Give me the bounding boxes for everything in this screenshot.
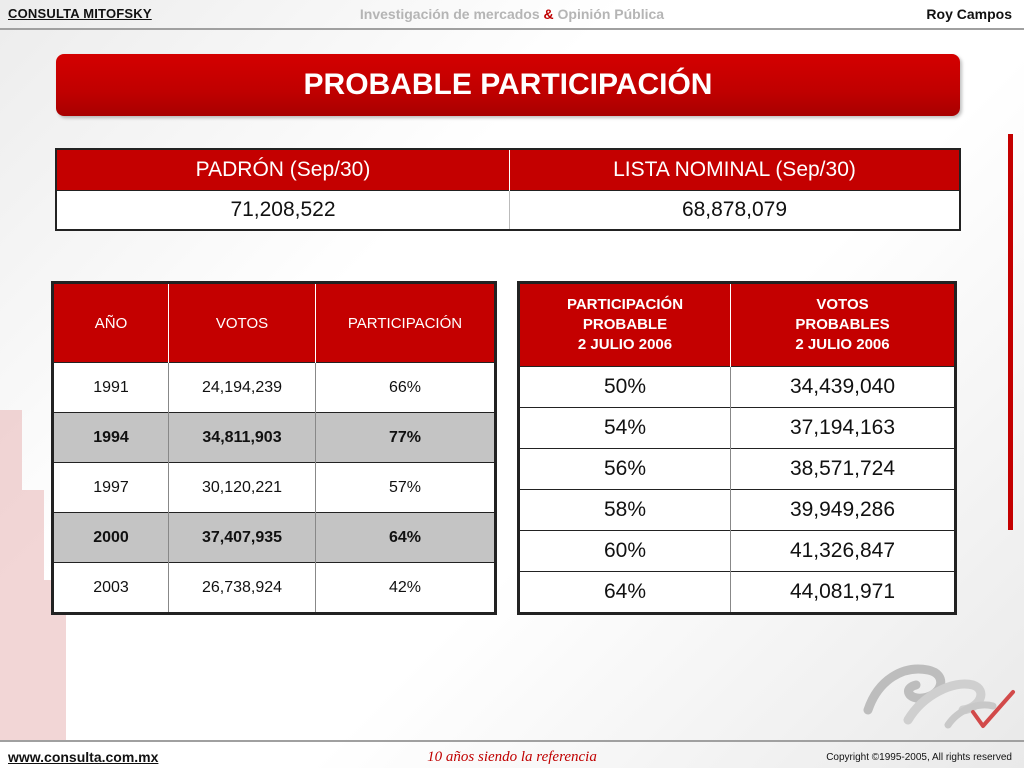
votes-cell: 34,811,903 bbox=[168, 412, 316, 463]
votes-header: VOTOS bbox=[168, 282, 316, 363]
participation-cell: 64% bbox=[518, 571, 731, 614]
votes-cell: 24,194,239 bbox=[168, 362, 316, 413]
votes-cell: 34,439,040 bbox=[730, 366, 956, 408]
votes-cell: 26,738,924 bbox=[168, 562, 316, 614]
votes-cell: 41,326,847 bbox=[730, 530, 956, 572]
year-cell: 2000 bbox=[52, 512, 169, 563]
footer-divider bbox=[0, 740, 1024, 742]
header-divider bbox=[0, 28, 1024, 30]
historical-header-row: AÑO VOTOS PARTICIPACIÓN bbox=[52, 282, 496, 363]
header-line: VOTOS bbox=[816, 296, 869, 313]
header-line: PARTICIPACIÓN bbox=[566, 296, 684, 313]
table-row: 1994 34,811,903 77% bbox=[52, 412, 496, 463]
decorative-squares bbox=[0, 410, 70, 740]
projection-table: PARTICIPACIÓN PROBABLE 2 JULIO 2006 VOTO… bbox=[517, 281, 957, 615]
padron-header: PADRÓN (Sep/30) bbox=[56, 149, 510, 191]
table-row: 58% 39,949,286 bbox=[518, 489, 956, 531]
table-row: 2003 26,738,924 42% bbox=[52, 562, 496, 614]
table-row: 1991 24,194,239 66% bbox=[52, 362, 496, 413]
votes-cell: 37,194,163 bbox=[730, 407, 956, 449]
table-row: 56% 38,571,724 bbox=[518, 448, 956, 490]
table-row: 64% 44,081,971 bbox=[518, 571, 956, 614]
year-cell: 1994 bbox=[52, 412, 169, 463]
participation-cell: 66% bbox=[315, 362, 496, 413]
votes-cell: 37,407,935 bbox=[168, 512, 316, 563]
historical-table: AÑO VOTOS PARTICIPACIÓN 1991 24,194,239 … bbox=[51, 281, 497, 615]
participation-cell: 42% bbox=[315, 562, 496, 614]
table-row: 60% 41,326,847 bbox=[518, 530, 956, 572]
header-line: PROBABLES bbox=[795, 316, 890, 333]
padron-table: PADRÓN (Sep/30) LISTA NOMINAL (Sep/30) 7… bbox=[55, 148, 961, 231]
participation-cell: 57% bbox=[315, 462, 496, 513]
header-line: 2 JULIO 2006 bbox=[795, 336, 890, 353]
year-header: AÑO bbox=[52, 282, 169, 363]
participation-cell: 64% bbox=[315, 512, 496, 563]
table-row: 2000 37,407,935 64% bbox=[52, 512, 496, 563]
website-link[interactable]: www.consulta.com.mx bbox=[8, 749, 159, 765]
table-row: 50% 34,439,040 bbox=[518, 366, 956, 408]
header-tagline: Investigación de mercados & Opinión Públ… bbox=[0, 6, 1024, 22]
participation-cell: 60% bbox=[518, 530, 731, 572]
padron-value-row: 71,208,522 68,878,079 bbox=[56, 190, 961, 230]
votes-cell: 44,081,971 bbox=[730, 571, 956, 614]
participation-cell: 54% bbox=[518, 407, 731, 449]
participation-cell: 77% bbox=[315, 412, 496, 463]
participation-cell: 56% bbox=[518, 448, 731, 490]
participation-cell: 58% bbox=[518, 489, 731, 531]
padron-header-row: PADRÓN (Sep/30) LISTA NOMINAL (Sep/30) bbox=[56, 149, 961, 191]
votes-cell: 30,120,221 bbox=[168, 462, 316, 513]
lista-nominal-header: LISTA NOMINAL (Sep/30) bbox=[509, 149, 961, 191]
tagline-part-1: Investigación de mercados bbox=[359, 6, 540, 22]
year-cell: 1997 bbox=[52, 462, 169, 513]
tagline-ampersand: & bbox=[543, 6, 554, 22]
table-row: 1997 30,120,221 57% bbox=[52, 462, 496, 513]
votes-cell: 38,571,724 bbox=[730, 448, 956, 490]
author-name: Roy Campos bbox=[926, 6, 1012, 22]
page-title: PROBABLE PARTICIPACIÓN bbox=[56, 54, 960, 116]
participation-cell: 50% bbox=[518, 366, 731, 408]
table-row: 54% 37,194,163 bbox=[518, 407, 956, 449]
year-cell: 1991 bbox=[52, 362, 169, 413]
brand-name[interactable]: CONSULTA MITOFSKY bbox=[8, 6, 152, 21]
header-line: 2 JULIO 2006 bbox=[577, 336, 673, 353]
header-bar: CONSULTA MITOFSKY Investigación de merca… bbox=[0, 0, 1024, 30]
probable-participation-header: PARTICIPACIÓN PROBABLE 2 JULIO 2006 bbox=[518, 282, 731, 367]
projection-header-row: PARTICIPACIÓN PROBABLE 2 JULIO 2006 VOTO… bbox=[518, 282, 956, 367]
lista-nominal-value: 68,878,079 bbox=[509, 190, 961, 230]
footer-tagline: 10 años siendo la referencia bbox=[427, 749, 597, 765]
accent-bar bbox=[1008, 134, 1013, 530]
tagline-part-2: Opinión Pública bbox=[557, 6, 665, 22]
year-cell: 2003 bbox=[52, 562, 169, 614]
header-line: PROBABLE bbox=[582, 316, 668, 333]
votes-cell: 39,949,286 bbox=[730, 489, 956, 531]
copyright-text: Copyright ©1995-2005, All rights reserve… bbox=[826, 752, 1012, 763]
padron-value: 71,208,522 bbox=[56, 190, 510, 230]
participation-header: PARTICIPACIÓN bbox=[315, 282, 496, 363]
mitofsky-logo-icon bbox=[863, 664, 1015, 729]
probable-votes-header: VOTOS PROBABLES 2 JULIO 2006 bbox=[730, 282, 956, 367]
